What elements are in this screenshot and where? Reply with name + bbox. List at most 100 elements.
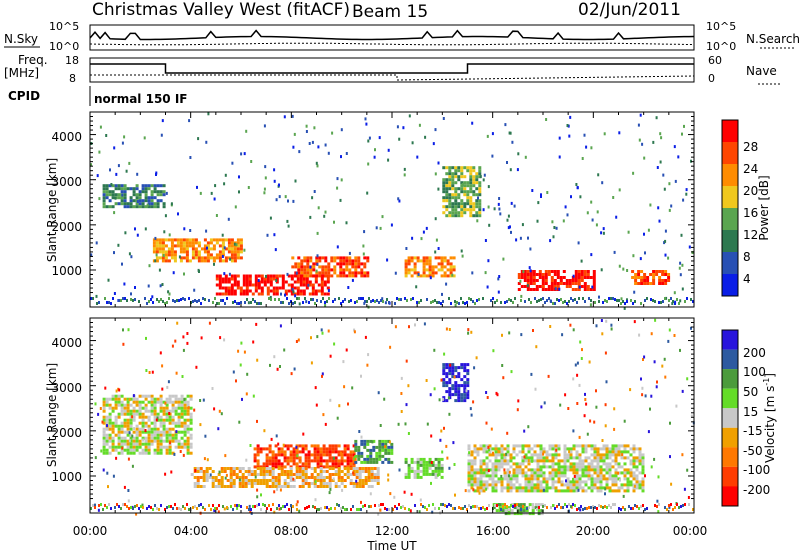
power-cells-speck-403 bbox=[136, 172, 139, 176]
vel-cells-speck-82 bbox=[540, 405, 543, 409]
vel-cells-speck-114 bbox=[283, 348, 286, 352]
vel-cells-band-676 bbox=[676, 503, 678, 506]
vel-cells-speck-419 bbox=[503, 468, 506, 472]
power-cells-cell-763 bbox=[108, 190, 112, 194]
vel-cells-cell-139 bbox=[325, 459, 329, 463]
vel-cells-cell-1896 bbox=[540, 512, 544, 516]
power-cells-cell-725 bbox=[440, 262, 444, 266]
power-cells-cell-47 bbox=[242, 283, 246, 287]
vel-cells-cell-231 bbox=[369, 457, 373, 461]
vel-cells-cell-1259 bbox=[623, 474, 627, 478]
vel-cells-speck-290 bbox=[97, 412, 100, 416]
power-cells-speck-338 bbox=[165, 191, 168, 195]
vel-cells-cell-502 bbox=[334, 470, 338, 473]
power-cells-band-238 bbox=[238, 302, 240, 305]
vel-cells-band-286 bbox=[286, 503, 288, 506]
vel-cells-cell-568 bbox=[373, 467, 377, 470]
power-cells-cell-644 bbox=[649, 273, 653, 276]
vel-cells-speck-240 bbox=[176, 321, 179, 325]
vel-cells-cell-1255 bbox=[623, 456, 627, 460]
vel-cells-cell-114 bbox=[313, 459, 317, 463]
vel-cells-cell-1138 bbox=[593, 456, 597, 460]
vel-cells-cell-429 bbox=[289, 467, 293, 470]
power-cells-speck-385 bbox=[673, 145, 676, 149]
power-cells-cell-140 bbox=[299, 292, 303, 296]
power-cells-cell-214 bbox=[309, 259, 313, 263]
vel-cells-cell-528 bbox=[352, 467, 356, 470]
vel-cells-band-558 bbox=[558, 503, 560, 506]
vel-cells-cell-1554 bbox=[147, 430, 151, 434]
vel-cells-cell-498 bbox=[328, 485, 332, 488]
vel-cells-speck-37 bbox=[586, 432, 589, 436]
vel-cells-speck-264 bbox=[576, 373, 579, 377]
power-cells-cell-491 bbox=[239, 244, 243, 248]
vel-cells-speck-303 bbox=[409, 509, 412, 513]
vel-cells-cell-1333 bbox=[102, 418, 106, 422]
power-cells-speck-246 bbox=[168, 292, 171, 296]
power-cells-cell-978 bbox=[466, 193, 470, 197]
power-cells-speck-366 bbox=[284, 195, 287, 199]
power-cells-band-252 bbox=[252, 298, 254, 301]
vel-cells-cell-406 bbox=[274, 479, 278, 482]
vel-cells-cell-1054 bbox=[572, 465, 576, 469]
power-cells-cell-396 bbox=[191, 241, 195, 245]
power-cells-cell-707 bbox=[428, 259, 432, 263]
vel-cells-cell-691 bbox=[476, 489, 480, 493]
power-cells-cell-695 bbox=[422, 259, 426, 263]
vel-cells-cell-883 bbox=[527, 480, 531, 484]
vel-cells-cell-687 bbox=[476, 477, 480, 481]
vel-cells-band-638 bbox=[638, 507, 640, 510]
vel-cells-cell-1103 bbox=[584, 456, 588, 460]
vel-cells-speck-299 bbox=[314, 386, 317, 390]
vel-cells-cell-1558 bbox=[147, 442, 151, 446]
freq-panel: Freq. [MHz] 18 8 60 0 Nave bbox=[4, 53, 780, 85]
power-cells-cell-850 bbox=[153, 187, 157, 191]
vel-cells-cell-1379 bbox=[111, 430, 115, 434]
vel-cells-cell-1827 bbox=[463, 363, 467, 367]
power-cells-speck-140 bbox=[292, 145, 295, 149]
vel-cells-cell-315 bbox=[220, 476, 224, 479]
power-cells-cell-798 bbox=[126, 202, 130, 206]
vel-cells-speck-63 bbox=[199, 399, 202, 402]
power-cells-cell-53 bbox=[245, 283, 249, 287]
power-cells-cell-175 bbox=[323, 280, 327, 284]
vel-cells-band-382 bbox=[382, 503, 384, 506]
power-cells-band-132 bbox=[132, 299, 134, 302]
vel-cells-speck-368 bbox=[199, 423, 202, 427]
power-cells-speck-277 bbox=[305, 300, 308, 304]
vel-cells-cell-1229 bbox=[614, 474, 618, 478]
vel-cells-cell-507 bbox=[337, 470, 341, 473]
vel-cells-band-624 bbox=[624, 508, 626, 511]
power-cells-speck-256 bbox=[660, 136, 663, 140]
power-cells-cell-49 bbox=[242, 292, 246, 296]
vel-cells-cell-1870 bbox=[516, 506, 520, 510]
vel-cells-cell-1107 bbox=[584, 471, 588, 475]
vel-cells-speck-287 bbox=[225, 473, 228, 477]
vel-cells-speck-360 bbox=[220, 412, 223, 416]
vel-cells-cell-1065 bbox=[575, 456, 579, 460]
power-cells-cell-170 bbox=[320, 283, 324, 287]
power-cells-speck-194 bbox=[623, 306, 626, 310]
vel-cells-cell-1355 bbox=[105, 442, 109, 446]
vel-cells-speck-297 bbox=[408, 325, 410, 329]
power-cells-band-530 bbox=[530, 301, 532, 304]
power-cells-speck-151 bbox=[454, 303, 457, 307]
power-cells-cell-255 bbox=[333, 265, 337, 269]
vel-cells-band-212 bbox=[212, 504, 214, 507]
vel-cells-cell-1422 bbox=[120, 436, 124, 440]
vel-cells-speck-30 bbox=[246, 372, 249, 376]
vel-cells-cell-592 bbox=[413, 469, 417, 473]
vel-cells-cell-832 bbox=[515, 453, 519, 457]
power-cells-cell-766 bbox=[108, 205, 112, 209]
power-cells-cell-332 bbox=[158, 247, 162, 251]
vel-cells-band-318 bbox=[318, 508, 320, 511]
vel-cells-cell-1860 bbox=[507, 506, 511, 510]
vel-cells-cell-657 bbox=[470, 450, 474, 454]
vel-cells-cell-1731 bbox=[183, 424, 187, 428]
power-cells-cell-546 bbox=[544, 288, 548, 291]
power-cells-cell-545 bbox=[544, 282, 548, 285]
power-cells-cell-848 bbox=[150, 205, 154, 209]
power-cells-speck-282 bbox=[417, 273, 420, 276]
power-cells-speck-58 bbox=[677, 155, 680, 159]
power-cells-cell-177 bbox=[323, 292, 327, 296]
